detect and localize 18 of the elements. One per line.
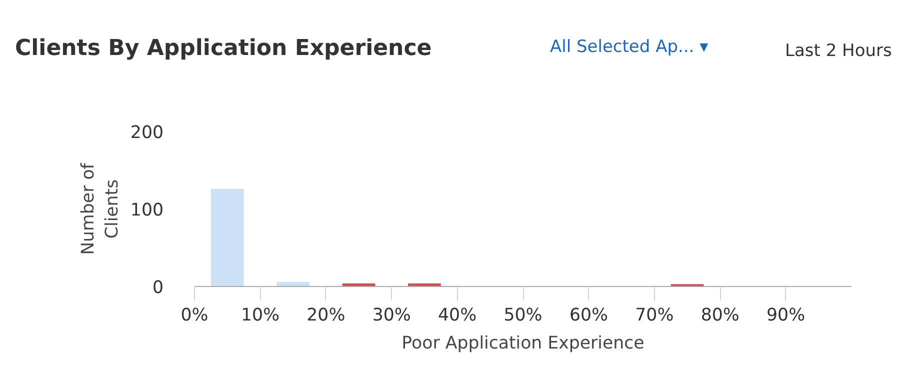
y-tick-label: 200	[130, 123, 164, 143]
x-axis-title: Poor Application Experience	[402, 334, 644, 354]
x-tick-label: 80%	[700, 306, 740, 326]
text: All Selected Ap... ▾	[550, 36, 708, 59]
chart-title: Clients By Application Experience	[15, 35, 432, 63]
x-tick-label: 60%	[569, 306, 608, 326]
x-tick-label: 90%	[766, 306, 806, 326]
x-tick-label: 40%	[438, 306, 477, 326]
x-tick-label: 30%	[372, 306, 411, 326]
text: Last 2 Hours	[785, 40, 892, 63]
x-tick-label: 70%	[635, 306, 674, 326]
y-tick-label: 100	[130, 200, 164, 220]
y-tick-label: 0	[152, 278, 164, 298]
x-tick-label: 0%	[180, 306, 208, 326]
y-axis-title: Number of Clients	[78, 162, 122, 255]
x-tick-label: 20%	[306, 306, 346, 326]
x-tick-label: 50%	[504, 306, 542, 326]
x-tick-label: 10%	[240, 306, 280, 326]
